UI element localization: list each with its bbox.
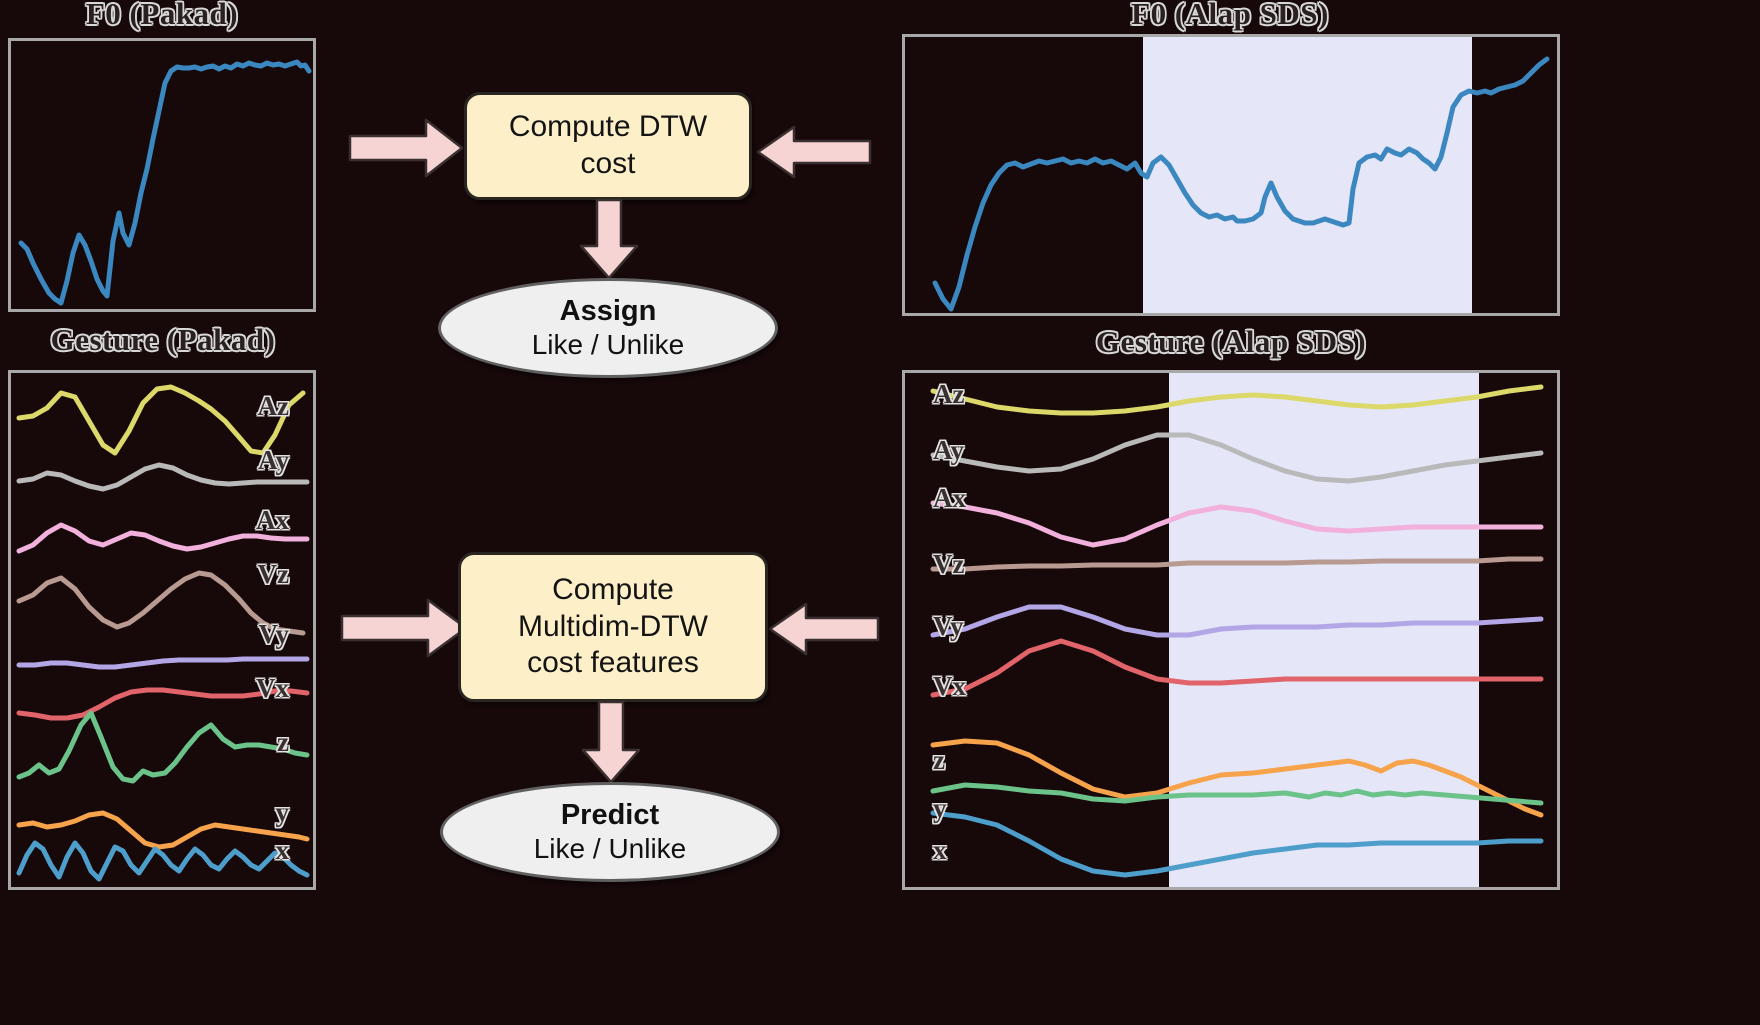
trace-label-x: x [933, 835, 947, 865]
process-box-compute-dtw[interactable]: Compute DTW cost [464, 92, 752, 200]
trace-label-x: x [275, 835, 290, 865]
assign-subtitle: Like / Unlike [531, 328, 685, 360]
trace-x [16, 840, 310, 882]
trace-label-az: Az [257, 391, 289, 421]
trace-label-ax: Ax [933, 483, 966, 513]
panel-title-f0-alap: F0 (Alap SDS) [1131, 0, 1329, 31]
f0-pakad-trace [18, 59, 312, 306]
trace-label-vy: Vy [933, 611, 964, 641]
panel-title-f0-pakad: F0 (Pakad) [85, 0, 239, 31]
trace-az [930, 384, 1544, 416]
f0-alap-highlight-band [1142, 37, 1473, 313]
trace-label-az: Az [933, 379, 965, 409]
f0-pakad-svg [18, 59, 312, 306]
trace-label-z: z [933, 745, 945, 775]
process-box-compute-multidim-dtw[interactable]: Compute Multidim-DTW cost features [458, 552, 768, 702]
trace-vx [16, 687, 310, 721]
arrow-left-into-dtw [348, 118, 464, 178]
trace-vy [16, 656, 310, 670]
trace-label-vz: Vz [257, 559, 289, 589]
trace-x [930, 810, 1544, 878]
mdtw-line-3: cost features [527, 646, 699, 680]
trace-label-ax: Ax [256, 505, 289, 535]
trace-ax [930, 500, 1544, 548]
trace-ax [16, 522, 310, 554]
trace-label-vy: Vy [258, 619, 289, 649]
trace-ay [16, 462, 310, 492]
f0-alap-trace [932, 56, 1550, 312]
mdtw-line-1: Compute [552, 573, 674, 607]
arrow-right-into-dtw [756, 125, 872, 179]
plot-gesture-alap: Az Ay Ax Vz Vy Vx z y x [902, 370, 1560, 890]
trace-y [16, 810, 310, 850]
plot-f0-alap [902, 34, 1560, 316]
f0-alap-svg [932, 56, 1550, 312]
dtw-line-2: cost [580, 147, 636, 180]
gesture-alap-svg [930, 384, 1544, 878]
trace-label-ay: Ay [258, 445, 289, 475]
decision-assign[interactable]: Assign Like / Unlike [438, 278, 778, 378]
arrow-dtw-to-assign [578, 198, 640, 280]
trace-label-y: y [933, 793, 947, 823]
trace-label-vx: Vx [256, 673, 289, 703]
trace-z [930, 738, 1544, 818]
trace-y [930, 782, 1544, 806]
assign-title: Assign [559, 294, 657, 327]
trace-label-z: z [277, 727, 289, 757]
panel-title-gesture-pakad: Gesture (Pakad) [50, 322, 276, 357]
trace-az [16, 384, 306, 456]
decision-predict[interactable]: Predict Like / Unlike [440, 782, 780, 882]
dtw-line-1: Compute DTW [508, 110, 708, 144]
arrow-mdtw-to-predict [580, 700, 642, 784]
trace-vz [16, 570, 306, 636]
mdtw-line-2: Multidim-DTW [518, 609, 708, 643]
trace-label-vx: Vx [933, 671, 966, 701]
gesture-pakad-svg [16, 384, 310, 882]
arrow-right-into-mdtw [768, 602, 880, 656]
trace-vy [930, 604, 1544, 638]
trace-label-vz: Vz [933, 549, 965, 579]
trace-ay [930, 432, 1544, 484]
trace-z [16, 710, 310, 784]
predict-subtitle: Like / Unlike [533, 832, 687, 864]
trace-vz [930, 556, 1544, 572]
predict-title: Predict [560, 798, 660, 831]
trace-label-ay: Ay [933, 435, 964, 465]
plot-f0-pakad [8, 38, 316, 312]
trace-vx [930, 638, 1544, 698]
trace-label-y: y [275, 797, 290, 827]
arrow-left-into-mdtw [340, 598, 468, 658]
plot-gesture-pakad: Az Ay Ax Vz Vy Vx z y x [8, 370, 316, 890]
panel-title-gesture-alap: Gesture (Alap SDS) [1095, 324, 1367, 359]
